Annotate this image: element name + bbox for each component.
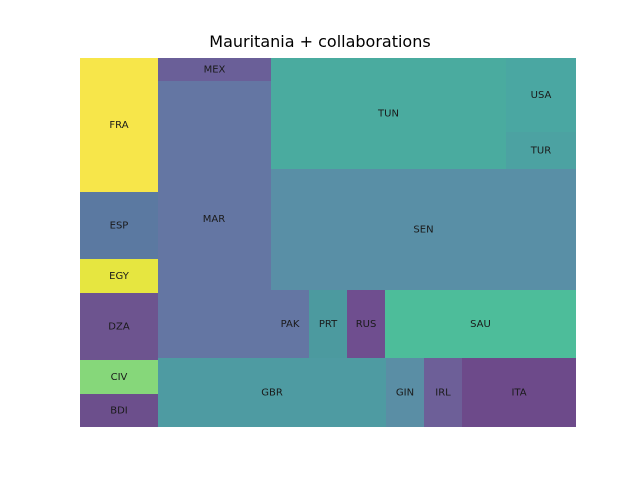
treemap-label-sen: SEN [413, 225, 433, 236]
treemap-rect-gbr [158, 358, 386, 427]
treemap-cell-esp: ESP [80, 192, 158, 259]
treemap-cell-mar: MAR [158, 81, 271, 358]
treemap-cell-dza: DZA [80, 293, 158, 360]
treemap-label-bdi: BDI [110, 406, 128, 417]
treemap-label-civ: CIV [111, 372, 128, 383]
treemap-rect-civ [80, 360, 158, 394]
treemap-cell-egy: EGY [80, 259, 158, 293]
chart-title: Mauritania + collaborations [209, 32, 431, 51]
treemap-cell-tur: TUR [506, 132, 576, 169]
treemap-cell-pak: PAK [271, 290, 309, 358]
treemap-cell-gbr: GBR [158, 358, 386, 427]
treemap-rect-sen [271, 169, 576, 290]
treemap-rect-bdi [80, 394, 158, 427]
treemap-label-usa: USA [531, 90, 552, 101]
treemap-cell-rus: RUS [347, 290, 385, 358]
treemap-label-fra: FRA [109, 120, 128, 131]
treemap-rect-rus [347, 290, 385, 358]
treemap-label-mex: MEX [204, 65, 226, 76]
treemap-rect-irl [424, 358, 462, 427]
treemap-cell-prt: PRT [309, 290, 347, 358]
treemap-cell-gin: GIN [386, 358, 424, 427]
treemap-label-tun: TUN [377, 109, 399, 120]
treemap-rect-ita [462, 358, 576, 427]
treemap-rect-gin [386, 358, 424, 427]
treemap-label-esp: ESP [110, 221, 129, 232]
treemap-rect-usa [506, 58, 576, 132]
treemap-rect-tun [271, 58, 506, 169]
treemap-label-gin: GIN [396, 388, 414, 399]
treemap-label-gbr: GBR [261, 388, 283, 399]
treemap-label-sau: SAU [470, 319, 491, 330]
treemap-label-ita: ITA [511, 388, 526, 399]
treemap-cell-ita: ITA [462, 358, 576, 427]
treemap-label-egy: EGY [109, 271, 130, 282]
treemap-rect-dza [80, 293, 158, 360]
treemap-label-dza: DZA [108, 322, 130, 333]
treemap-label-irl: IRL [435, 388, 451, 399]
treemap-rect-sau [385, 290, 576, 358]
treemap-label-prt: PRT [319, 319, 338, 330]
treemap-cell-usa: USA [506, 58, 576, 132]
treemap-cell-irl: IRL [424, 358, 462, 427]
treemap-cell-sau: SAU [385, 290, 576, 358]
treemap-cell-civ: CIV [80, 360, 158, 394]
treemap-rect-prt [309, 290, 347, 358]
treemap-label-mar: MAR [203, 214, 225, 225]
treemap-rect-egy [80, 259, 158, 293]
treemap-rect-mex [158, 58, 271, 81]
treemap-rect-pak [271, 290, 309, 358]
treemap-label-pak: PAK [281, 319, 300, 330]
treemap-cell-bdi: BDI [80, 394, 158, 427]
treemap-label-rus: RUS [356, 319, 377, 330]
treemap-rect-mar [158, 81, 271, 358]
treemap-cell-sen: SEN [271, 169, 576, 290]
treemap-cell-fra: FRA [80, 58, 158, 192]
treemap-cell-mex: MEX [158, 58, 271, 81]
treemap-rect-tur [506, 132, 576, 169]
treemap-rect-fra [80, 58, 158, 192]
treemap-cell-tun: TUN [271, 58, 506, 169]
treemap-label-tur: TUR [530, 146, 551, 157]
treemap-rect-esp [80, 192, 158, 259]
